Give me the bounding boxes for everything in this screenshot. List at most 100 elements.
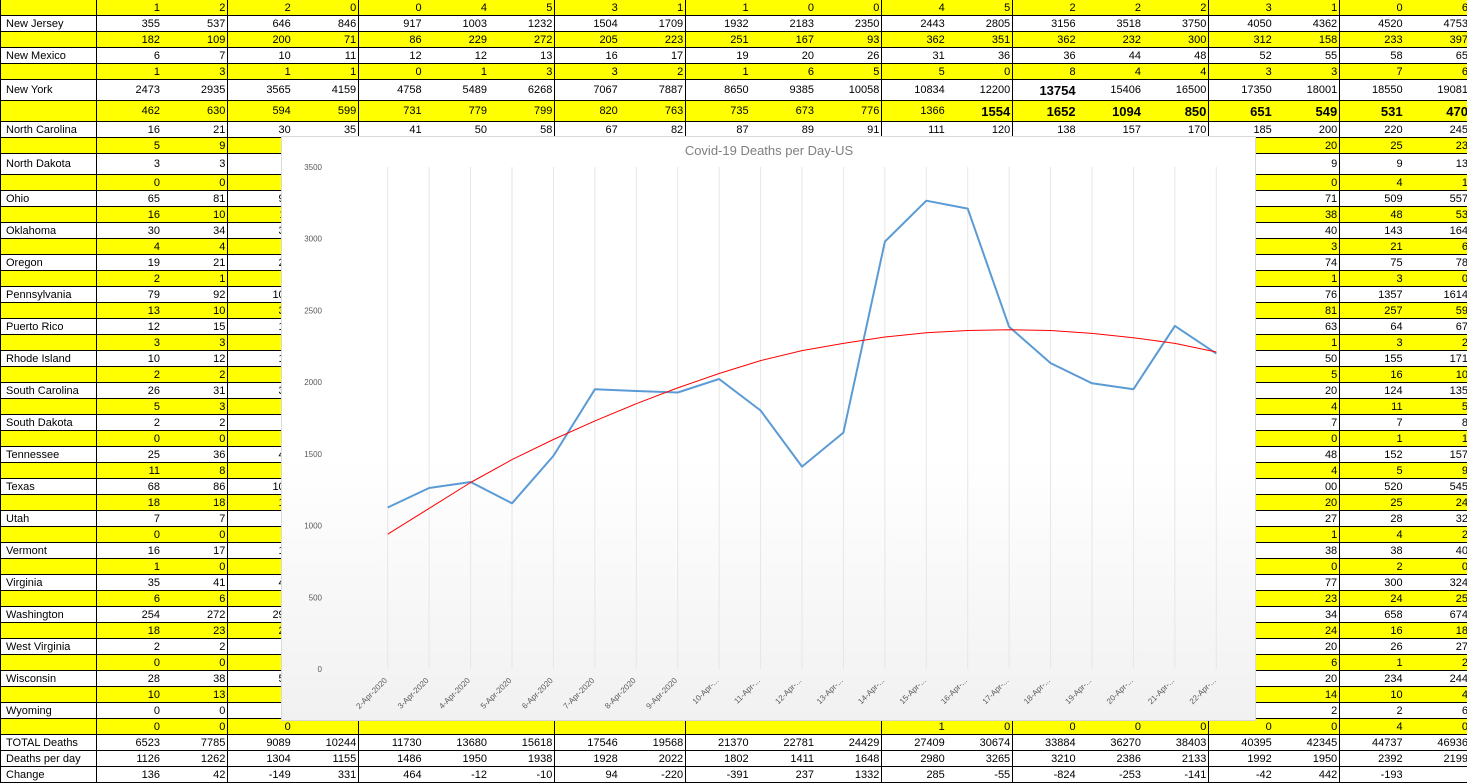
row-label[interactable]: Change bbox=[0, 767, 97, 783]
sheet-cell[interactable]: 1366 bbox=[882, 101, 948, 122]
row-label[interactable]: TOTAL Deaths bbox=[0, 735, 97, 751]
sheet-cell[interactable]: 362 bbox=[882, 32, 948, 48]
sheet-cell[interactable]: 75 bbox=[1340, 255, 1406, 271]
sheet-cell[interactable]: 26 bbox=[816, 48, 882, 64]
sheet-cell[interactable]: 3 bbox=[1209, 64, 1275, 80]
sheet-cell[interactable]: 93 bbox=[816, 32, 882, 48]
sheet-cell[interactable]: 18 bbox=[162, 495, 228, 511]
sheet-cell[interactable]: 48 bbox=[1143, 48, 1209, 64]
sheet-cell[interactable]: 109 bbox=[162, 32, 228, 48]
sheet-cell[interactable]: 820 bbox=[555, 101, 621, 122]
sheet-cell[interactable]: 74 bbox=[1274, 255, 1340, 271]
sheet-cell[interactable]: 1232 bbox=[489, 16, 555, 32]
sheet-cell[interactable]: 355 bbox=[97, 16, 163, 32]
sheet-cell[interactable]: 21 bbox=[162, 122, 228, 138]
sheet-cell[interactable]: 21 bbox=[1340, 239, 1406, 255]
sheet-cell[interactable]: 2133 bbox=[1143, 751, 1209, 767]
sheet-cell[interactable]: 65 bbox=[97, 191, 163, 207]
sheet-cell[interactable]: 1 bbox=[97, 0, 163, 16]
sheet-cell[interactable]: 15406 bbox=[1078, 80, 1144, 101]
sheet-cell[interactable]: 1928 bbox=[555, 751, 621, 767]
sheet-cell[interactable] bbox=[1405, 767, 1467, 783]
sheet-cell[interactable]: 30674 bbox=[947, 735, 1013, 751]
sheet-cell[interactable]: 20 bbox=[1274, 383, 1340, 399]
sheet-cell[interactable]: 1126 bbox=[97, 751, 163, 767]
sheet-cell[interactable]: 19081 bbox=[1405, 80, 1467, 101]
sheet-cell[interactable]: 4 bbox=[1405, 687, 1467, 703]
sheet-cell[interactable]: -391 bbox=[686, 767, 752, 783]
sheet-cell[interactable]: 20 bbox=[1274, 671, 1340, 687]
sheet-cell[interactable]: 20 bbox=[1274, 639, 1340, 655]
sheet-cell[interactable]: 0 bbox=[1405, 719, 1467, 735]
sheet-cell[interactable]: 16 bbox=[97, 207, 163, 223]
sheet-cell[interactable]: 917 bbox=[359, 16, 425, 32]
sheet-cell[interactable]: 7785 bbox=[162, 735, 228, 751]
sheet-cell[interactable]: 1 bbox=[1340, 431, 1406, 447]
sheet-cell[interactable]: 234 bbox=[1340, 671, 1406, 687]
sheet-cell[interactable]: 16 bbox=[97, 543, 163, 559]
sheet-cell[interactable]: 3 bbox=[97, 154, 163, 175]
sheet-cell[interactable]: 4758 bbox=[359, 80, 425, 101]
sheet-cell[interactable]: 2 bbox=[1405, 655, 1467, 671]
sheet-cell[interactable]: 31 bbox=[162, 383, 228, 399]
sheet-cell[interactable]: 630 bbox=[162, 101, 228, 122]
sheet-cell[interactable]: 2350 bbox=[816, 16, 882, 32]
sheet-cell[interactable]: -824 bbox=[1013, 767, 1079, 783]
sheet-cell[interactable]: 531 bbox=[1340, 101, 1406, 122]
sheet-cell[interactable]: 4 bbox=[1340, 527, 1406, 543]
sheet-cell[interactable]: 9 bbox=[1340, 154, 1406, 175]
sheet-cell[interactable]: 3 bbox=[555, 64, 621, 80]
sheet-cell[interactable]: 7 bbox=[162, 511, 228, 527]
sheet-cell[interactable]: 312 bbox=[1209, 32, 1275, 48]
sheet-cell[interactable]: 27409 bbox=[882, 735, 948, 751]
sheet-cell[interactable]: 2 bbox=[1143, 0, 1209, 16]
sheet-cell[interactable]: 4520 bbox=[1340, 16, 1406, 32]
sheet-cell[interactable]: 11 bbox=[293, 48, 359, 64]
sheet-cell[interactable]: 599 bbox=[293, 101, 359, 122]
sheet-cell[interactable]: 0 bbox=[1274, 719, 1340, 735]
sheet-cell[interactable]: 152 bbox=[1340, 447, 1406, 463]
sheet-cell[interactable]: 13680 bbox=[424, 735, 490, 751]
sheet-cell[interactable]: 6 bbox=[97, 591, 163, 607]
sheet-cell[interactable]: 42345 bbox=[1274, 735, 1340, 751]
sheet-cell[interactable]: 81 bbox=[1274, 303, 1340, 319]
sheet-cell[interactable]: 537 bbox=[162, 16, 228, 32]
sheet-cell[interactable]: 10 bbox=[228, 48, 294, 64]
sheet-cell[interactable]: 10058 bbox=[816, 80, 882, 101]
sheet-cell[interactable]: 0 bbox=[97, 175, 163, 191]
sheet-cell[interactable]: 1 bbox=[228, 64, 294, 80]
sheet-cell[interactable]: 4 bbox=[1274, 399, 1340, 415]
row-label-empty[interactable] bbox=[0, 463, 97, 479]
sheet-cell[interactable]: 19 bbox=[686, 48, 752, 64]
sheet-cell[interactable]: 1648 bbox=[816, 751, 882, 767]
sheet-cell[interactable]: 30 bbox=[97, 223, 163, 239]
sheet-cell[interactable]: 12 bbox=[162, 351, 228, 367]
sheet-cell[interactable]: 77 bbox=[1274, 575, 1340, 591]
sheet-cell[interactable]: 35 bbox=[97, 575, 163, 591]
sheet-cell[interactable]: 1155 bbox=[293, 751, 359, 767]
row-label-empty[interactable] bbox=[0, 431, 97, 447]
row-label-empty[interactable] bbox=[0, 207, 97, 223]
row-label-empty[interactable] bbox=[0, 591, 97, 607]
sheet-cell[interactable]: 6 bbox=[162, 591, 228, 607]
sheet-cell[interactable]: 846 bbox=[293, 16, 359, 32]
sheet-cell[interactable]: 58 bbox=[1340, 48, 1406, 64]
sheet-cell[interactable]: 18550 bbox=[1340, 80, 1406, 101]
sheet-cell[interactable]: 124 bbox=[1340, 383, 1406, 399]
sheet-cell[interactable]: 254 bbox=[97, 607, 163, 623]
sheet-cell[interactable]: 20 bbox=[751, 48, 817, 64]
sheet-cell[interactable]: 5 bbox=[1340, 463, 1406, 479]
sheet-cell[interactable]: 86 bbox=[359, 32, 425, 48]
sheet-cell[interactable]: 2 bbox=[1405, 527, 1467, 543]
row-label-empty[interactable] bbox=[0, 719, 97, 735]
sheet-cell[interactable]: 205 bbox=[555, 32, 621, 48]
sheet-cell[interactable]: 33884 bbox=[1013, 735, 1079, 751]
sheet-cell[interactable]: 26 bbox=[1340, 639, 1406, 655]
row-label[interactable]: Virginia bbox=[0, 575, 97, 591]
sheet-cell[interactable]: 25 bbox=[97, 447, 163, 463]
sheet-cell[interactable]: 237 bbox=[751, 767, 817, 783]
sheet-cell[interactable]: 1262 bbox=[162, 751, 228, 767]
sheet-cell[interactable]: 8 bbox=[1405, 415, 1467, 431]
sheet-cell[interactable]: 46936 bbox=[1405, 735, 1467, 751]
sheet-cell[interactable]: 2 bbox=[1274, 703, 1340, 719]
